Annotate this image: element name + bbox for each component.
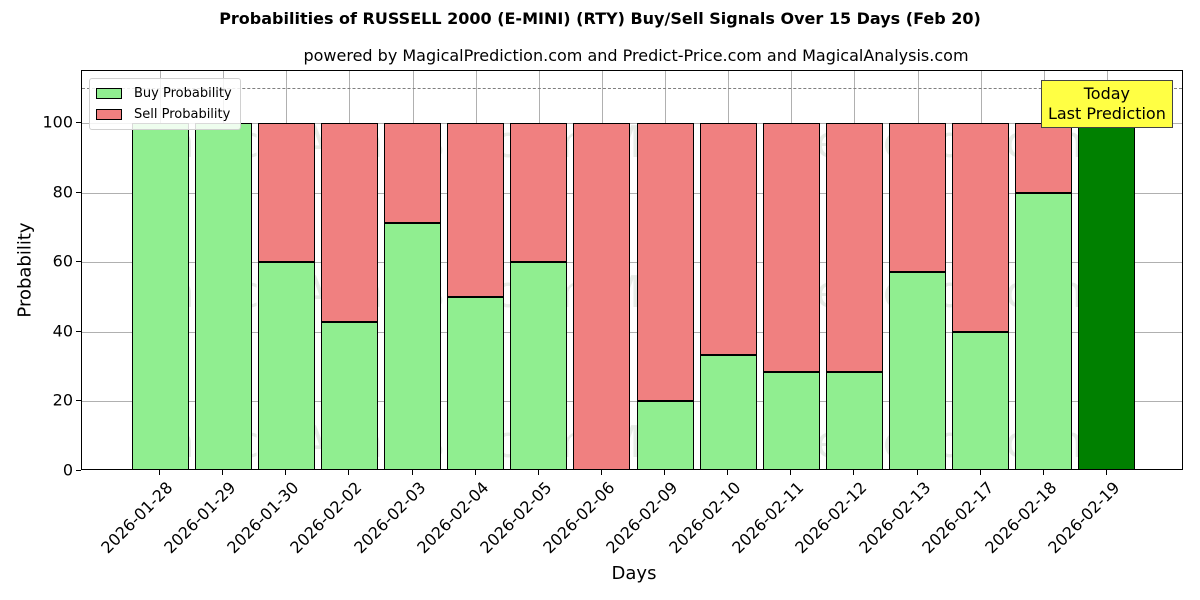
x-tick-mark xyxy=(348,470,350,475)
y-tick-mark xyxy=(76,122,81,124)
chart-subtitle: powered by MagicalPrediction.com and Pre… xyxy=(303,46,969,65)
legend-label-buy: Buy Probability xyxy=(134,86,232,101)
bar-2026-02-12 xyxy=(825,71,883,469)
x-tick-mark xyxy=(600,470,602,475)
buy-segment xyxy=(889,272,947,469)
sell-segment xyxy=(889,123,947,273)
bar-2026-02-17 xyxy=(952,71,1010,469)
x-tick-mark xyxy=(916,470,918,475)
x-tick-mark xyxy=(285,470,287,475)
x-tick-mark xyxy=(727,470,729,475)
buy-segment xyxy=(1015,192,1073,469)
bar-2026-01-28 xyxy=(131,71,189,469)
bar-2026-02-06 xyxy=(573,71,631,469)
sell-segment xyxy=(384,123,442,223)
buy-segment xyxy=(447,297,505,469)
x-tick-mark xyxy=(1042,470,1044,475)
y-tick-label: 20 xyxy=(52,390,73,410)
x-tick-mark xyxy=(222,470,224,475)
buy-segment xyxy=(636,401,694,469)
y-tick-mark xyxy=(76,191,81,193)
x-tick-mark xyxy=(159,470,160,475)
sell-segment xyxy=(636,123,694,402)
y-tick-label: 40 xyxy=(52,321,73,341)
sell-segment xyxy=(1015,123,1073,193)
x-axis-label: Days xyxy=(611,563,657,584)
gridline-horizontal xyxy=(82,331,1182,333)
bar-2026-02-04 xyxy=(447,71,505,469)
bar-2026-02-13 xyxy=(889,71,947,469)
y-tick-label: 80 xyxy=(52,182,73,202)
x-tick-mark xyxy=(411,470,413,475)
gridline-horizontal xyxy=(82,262,1182,264)
bar-2026-02-11 xyxy=(762,71,820,469)
sell-segment xyxy=(510,123,568,263)
y-tick-mark xyxy=(76,470,81,471)
buy-segment xyxy=(194,123,252,469)
sell-swatch-icon xyxy=(96,109,122,120)
sell-segment xyxy=(952,123,1010,332)
gridline-horizontal xyxy=(82,401,1182,403)
x-tick-mark xyxy=(853,470,855,475)
buy-segment xyxy=(699,355,757,469)
x-tick-mark xyxy=(1105,470,1107,475)
legend: Buy Probability Sell Probability xyxy=(89,78,241,130)
sell-segment xyxy=(447,123,505,298)
y-axis-label: Probability xyxy=(14,222,36,318)
reference-line xyxy=(82,88,1182,90)
y-tick-label: 0 xyxy=(62,460,73,480)
legend-item-sell: Sell Probability xyxy=(96,104,232,125)
y-tick-label: 60 xyxy=(52,251,73,271)
x-tick-mark xyxy=(790,470,792,475)
legend-label-sell: Sell Probability xyxy=(134,107,231,122)
bar-2026-02-10 xyxy=(699,71,757,469)
x-tick-mark xyxy=(979,470,981,475)
buy-segment xyxy=(320,321,378,469)
bar-2026-02-19 xyxy=(1078,71,1136,469)
buy-segment xyxy=(257,262,315,469)
legend-item-buy: Buy Probability xyxy=(96,83,232,104)
sell-segment xyxy=(320,123,378,322)
buy-segment xyxy=(762,371,820,469)
chart-title: Probabilities of RUSSELL 2000 (E-MINI) (… xyxy=(219,9,981,28)
y-tick-mark xyxy=(76,330,81,332)
annotation-line-2: Last Prediction xyxy=(1047,104,1166,123)
sell-segment xyxy=(699,123,757,356)
buy-segment xyxy=(825,371,883,469)
bar-2026-02-02 xyxy=(320,71,378,469)
bar-2026-02-05 xyxy=(510,71,568,469)
buy-segment xyxy=(384,222,442,469)
buy-segment xyxy=(131,123,189,469)
buy-segment xyxy=(510,262,568,469)
buy-segment xyxy=(952,331,1010,469)
sell-segment xyxy=(257,123,315,263)
sell-segment xyxy=(762,123,820,372)
sell-segment xyxy=(573,123,631,469)
y-tick-mark xyxy=(76,400,81,402)
buy-swatch-icon xyxy=(96,88,122,99)
bar-2026-02-09 xyxy=(636,71,694,469)
x-tick-mark xyxy=(664,470,666,475)
today-annotation: Today Last Prediction xyxy=(1040,80,1173,128)
bar-2026-01-29 xyxy=(194,71,252,469)
gridline-horizontal xyxy=(82,123,1182,125)
bar-2026-02-18 xyxy=(1015,71,1073,469)
y-tick-mark xyxy=(76,261,81,263)
bar-2026-01-30 xyxy=(257,71,315,469)
bar-2026-02-03 xyxy=(384,71,442,469)
gridline-horizontal xyxy=(82,192,1182,194)
plot-area: MagicalAnalysis.comMagicalPrediction.com… xyxy=(81,70,1183,470)
today-buy-segment xyxy=(1078,123,1136,469)
annotation-line-1: Today xyxy=(1083,84,1131,103)
x-tick-mark xyxy=(537,470,539,475)
y-tick-label: 100 xyxy=(42,112,73,132)
x-tick-mark xyxy=(474,470,476,475)
sell-segment xyxy=(825,123,883,372)
